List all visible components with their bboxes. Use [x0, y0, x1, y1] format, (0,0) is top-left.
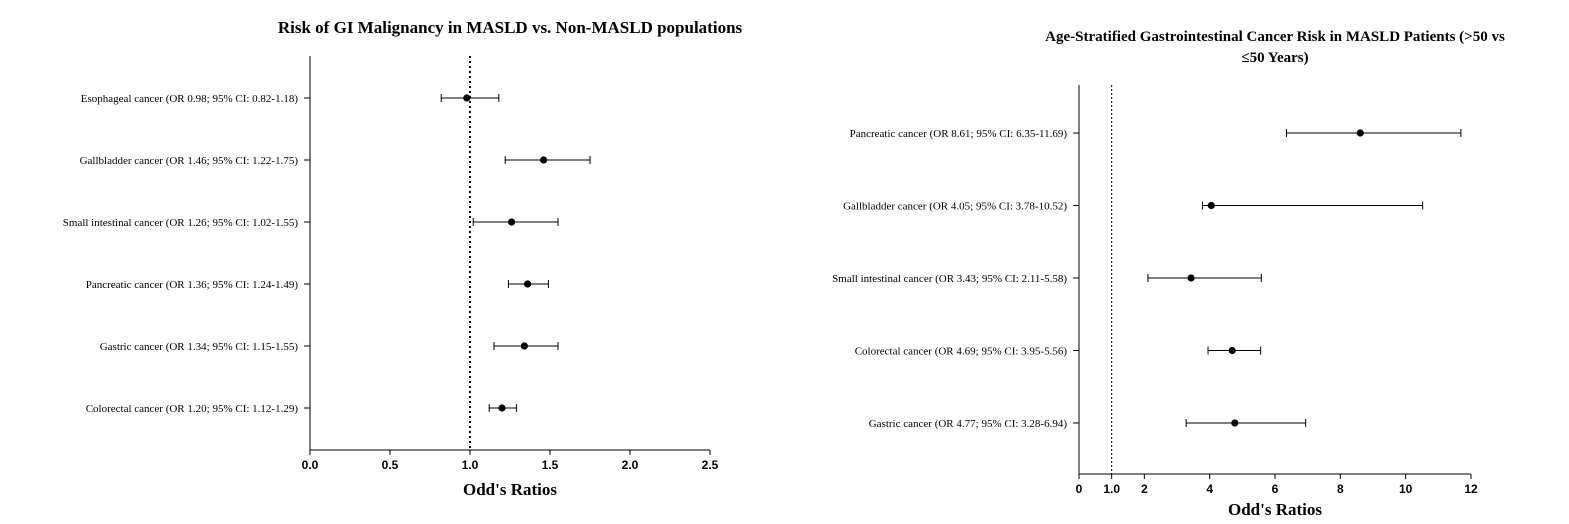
right-x-axis-title: Odd's Ratios: [1228, 500, 1322, 519]
x-tick-label: 12: [1464, 482, 1478, 496]
x-tick-label: 0.5: [382, 458, 399, 472]
x-tick-label: 2.5: [702, 458, 719, 472]
forest-row: Small intestinal cancer (OR 3.43; 95% CI…: [832, 273, 1262, 285]
row-label: Colorectal cancer (OR 4.69; 95% CI: 3.95…: [855, 346, 1068, 358]
odds-ratio-point: [498, 404, 506, 412]
row-label: Small intestinal cancer (OR 1.26; 95% CI…: [63, 217, 299, 229]
odds-ratio-point: [508, 218, 516, 226]
x-tick-label: 8: [1337, 482, 1344, 496]
forest-row: Small intestinal cancer (OR 1.26; 95% CI…: [63, 217, 559, 229]
right-forest-plot: Age-Stratified Gastrointestinal Cancer R…: [832, 29, 1505, 519]
left-forest-plot: Risk of GI Malignancy in MASLD vs. Non-M…: [63, 18, 743, 499]
forest-row: Colorectal cancer (OR 1.20; 95% CI: 1.12…: [86, 403, 517, 415]
row-label: Gallbladder cancer (OR 1.46; 95% CI: 1.2…: [80, 155, 299, 167]
x-tick-label: 4: [1206, 482, 1213, 496]
x-tick-label: 1.0: [462, 458, 479, 472]
row-label: Pancreatic cancer (OR 1.36; 95% CI: 1.24…: [86, 279, 299, 291]
row-label: Colorectal cancer (OR 1.20; 95% CI: 1.12…: [86, 403, 299, 415]
odds-ratio-point: [520, 342, 529, 350]
forest-row: Esophageal cancer (OR 0.98; 95% CI: 0.82…: [81, 93, 500, 105]
odds-ratio-point: [1231, 419, 1239, 427]
forest-row: Pancreatic cancer (OR 8.61; 95% CI: 6.35…: [850, 128, 1462, 140]
right-chart-title-line-2: ≤50 Years): [1241, 50, 1308, 66]
odds-ratio-point: [1187, 274, 1195, 282]
forest-row: Pancreatic cancer (OR 1.36; 95% CI: 1.24…: [86, 279, 549, 291]
x-tick-label: 2: [1141, 482, 1148, 496]
left-x-axis-title: Odd's Ratios: [463, 480, 557, 499]
odds-ratio-point: [1228, 346, 1236, 355]
odds-ratio-point: [540, 156, 548, 164]
x-tick-label: 6: [1272, 482, 1279, 496]
x-tick-label: 0.0: [302, 458, 319, 472]
forest-row: Gallbladder cancer (OR 1.46; 95% CI: 1.2…: [80, 155, 591, 167]
row-label: Esophageal cancer (OR 0.98; 95% CI: 0.82…: [81, 93, 299, 105]
odds-ratio-point: [1356, 129, 1364, 137]
row-label: Gastric cancer (OR 1.34; 95% CI: 1.15-1.…: [100, 341, 299, 353]
forest-row: Colorectal cancer (OR 4.69; 95% CI: 3.95…: [855, 346, 1262, 358]
odds-ratio-point: [1207, 201, 1215, 210]
odds-ratio-point: [524, 280, 532, 288]
x-tick-label: 1.0: [1103, 482, 1120, 496]
odds-ratio-point: [463, 94, 471, 102]
row-label: Gastric cancer (OR 4.77; 95% CI: 3.28-6.…: [869, 418, 1068, 430]
row-label: Pancreatic cancer (OR 8.61; 95% CI: 6.35…: [850, 128, 1068, 140]
forest-row: Gastric cancer (OR 1.34; 95% CI: 1.15-1.…: [100, 341, 559, 353]
right-chart-title-line-1: Age-Stratified Gastrointestinal Cancer R…: [1045, 29, 1505, 45]
row-label: Gallbladder cancer (OR 4.05; 95% CI: 3.7…: [843, 201, 1067, 213]
forest-row: Gastric cancer (OR 4.77; 95% CI: 3.28-6.…: [869, 418, 1307, 430]
x-tick-label: 0: [1076, 482, 1083, 496]
x-tick-label: 10: [1399, 482, 1413, 496]
x-tick-label: 1.5: [542, 458, 559, 472]
x-tick-label: 2.0: [622, 458, 639, 472]
forest-row: Gallbladder cancer (OR 4.05; 95% CI: 3.7…: [843, 201, 1424, 213]
row-label: Small intestinal cancer (OR 3.43; 95% CI…: [832, 273, 1067, 285]
left-chart-title: Risk of GI Malignancy in MASLD vs. Non-M…: [278, 18, 743, 37]
